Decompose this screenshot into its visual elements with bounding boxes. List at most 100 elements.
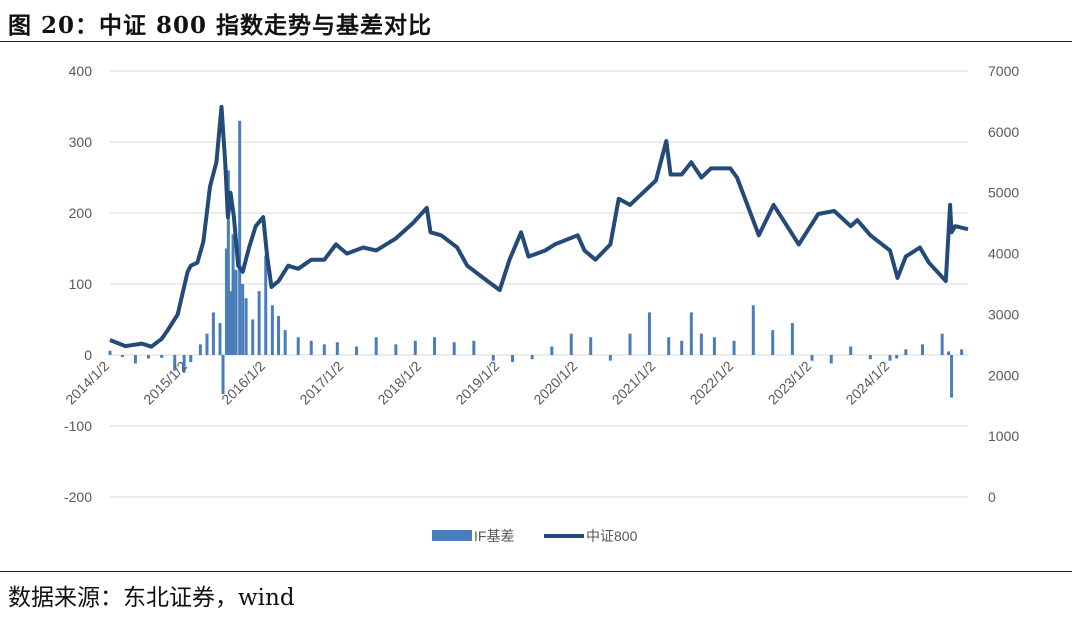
basis-bar (228, 291, 232, 355)
basis-bar (511, 355, 515, 363)
right-tick-label: 3000 (988, 306, 1019, 322)
x-tick-label: 2024/1/2 (843, 358, 893, 408)
x-axis-ticks: 2014/1/2 2015/1/2 2016/1/2 2017/1/2 2018/1/2… (62, 358, 892, 408)
right-tick-label: 4000 (988, 246, 1019, 262)
x-tick-label: 2014/1/2 (62, 358, 112, 408)
index-line (109, 104, 969, 349)
basis-bar (226, 170, 230, 355)
basis-bar (283, 330, 287, 355)
basis-bar (491, 355, 495, 361)
basis-bars (108, 120, 964, 398)
basis-bar (712, 337, 716, 355)
basis-bar (309, 340, 313, 355)
basis-bar (550, 346, 554, 355)
x-tick-label: 2019/1/2 (452, 358, 502, 408)
left-tick-label: 400 (69, 63, 93, 79)
x-tick-label: 2018/1/2 (374, 358, 424, 408)
basis-bar (257, 291, 261, 355)
basis-bar (472, 340, 476, 355)
right-axis-ticks: 0 1000 2000 3000 4000 5000 6000 7000 (988, 63, 1019, 505)
right-tick-label: 6000 (988, 124, 1019, 140)
left-tick-label: -100 (64, 418, 92, 434)
basis-bar (751, 305, 755, 355)
basis-bar (947, 351, 951, 355)
basis-bar (904, 349, 908, 355)
basis-bar (569, 333, 573, 355)
basis-bar (205, 333, 209, 355)
right-tick-label: 5000 (988, 185, 1019, 201)
basis-bar (689, 312, 693, 355)
basis-bar (224, 248, 228, 355)
basis-bar (849, 346, 853, 355)
right-tick-label: 1000 (988, 428, 1019, 444)
x-tick-label: 2022/1/2 (687, 358, 737, 408)
basis-bar (146, 355, 150, 359)
x-tick-label: 2017/1/2 (296, 358, 346, 408)
basis-bar (810, 355, 814, 361)
basis-bar (868, 355, 872, 360)
basis-bar (960, 349, 964, 355)
basis-bar (133, 355, 137, 364)
basis-bar (322, 344, 326, 355)
basis-bar (182, 355, 186, 373)
basis-bar (950, 355, 954, 398)
basis-bar (608, 355, 612, 361)
legend-label-basis: IF基差 (474, 528, 514, 544)
basis-bar (433, 337, 437, 355)
basis-bar (120, 355, 124, 358)
basis-bar (589, 337, 593, 355)
basis-bar (920, 344, 924, 355)
basis-bar (160, 355, 164, 358)
source-rule (0, 571, 1072, 572)
left-tick-label: 200 (69, 205, 93, 221)
title-rule (0, 41, 1072, 42)
left-tick-label: 0 (84, 347, 92, 363)
basis-bar (771, 330, 775, 355)
x-tick-label: 2015/1/2 (140, 358, 190, 408)
basis-bar (530, 355, 534, 360)
basis-bar (234, 269, 238, 355)
legend-swatch-basis (432, 530, 472, 541)
basis-bar (355, 346, 359, 355)
basis-bar (628, 333, 632, 355)
left-axis-ticks: -200 -100 0 100 200 300 400 (64, 63, 92, 505)
right-tick-label: 7000 (988, 63, 1019, 79)
basis-bar (264, 255, 268, 355)
left-tick-label: 100 (69, 276, 93, 292)
x-tick-label: 2021/1/2 (609, 358, 659, 408)
basis-bar (296, 337, 300, 355)
left-tick-label: -200 (64, 489, 92, 505)
x-tick-label: 2023/1/2 (765, 358, 815, 408)
basis-bar (173, 355, 177, 371)
basis-bar (374, 337, 378, 355)
basis-bar (189, 355, 193, 363)
basis-bar (231, 234, 235, 355)
basis-bar (277, 315, 281, 355)
basis-bar (667, 337, 671, 355)
basis-bar (413, 340, 417, 355)
basis-bar (198, 344, 202, 355)
basis-bar (244, 298, 248, 355)
legend: IF基差 中证800 (432, 528, 638, 544)
x-tick-label: 2020/1/2 (530, 358, 580, 408)
x-tick-label: 2016/1/2 (218, 358, 268, 408)
basis-bar (680, 340, 684, 355)
basis-bar (732, 340, 736, 355)
basis-bar (647, 312, 651, 355)
basis-bar (108, 350, 112, 355)
basis-bar (888, 355, 892, 361)
basis-bar (241, 284, 245, 355)
basis-bar (251, 319, 255, 355)
basis-bar (699, 333, 703, 355)
left-tick-label: 300 (69, 134, 93, 150)
basis-bar (218, 323, 222, 355)
basis-bar (452, 342, 456, 355)
basis-index-chart: -200 -100 0 100 200 300 400 0 1000 2000 3000 4000 5… (62, 63, 1019, 544)
basis-bar (394, 344, 398, 355)
basis-bar (790, 323, 794, 355)
basis-bar (238, 120, 242, 355)
right-tick-label: 0 (988, 489, 996, 505)
basis-bar (940, 333, 944, 355)
legend-label-index: 中证800 (586, 528, 638, 544)
right-tick-label: 2000 (988, 367, 1019, 383)
